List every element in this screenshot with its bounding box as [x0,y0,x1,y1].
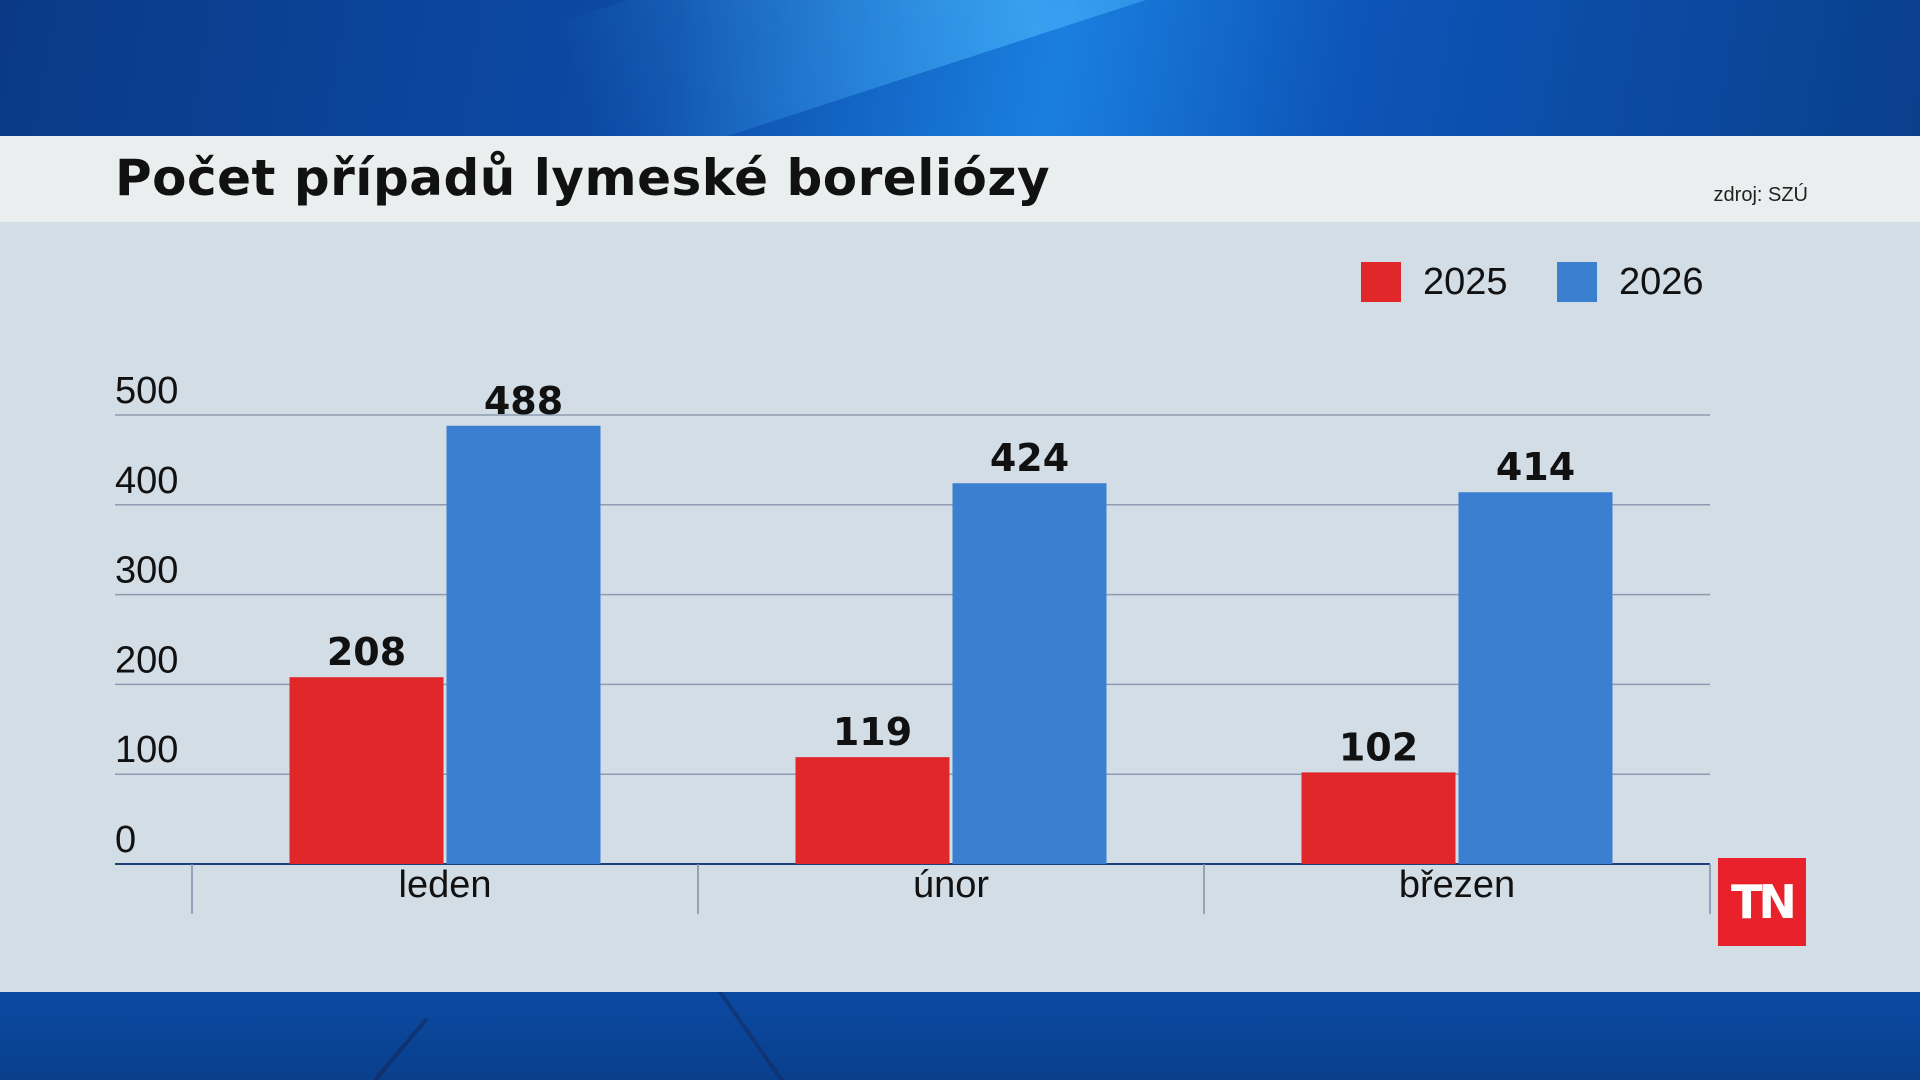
y-tick-label: 400 [115,460,178,502]
legend-label-2025: 2025 [1423,260,1508,303]
y-tick-label: 200 [115,639,178,681]
legend-item-2025: 2025 [1361,260,1508,303]
title-bar [0,136,1920,222]
category-label: březen [1399,864,1515,906]
legend-swatch-2026 [1557,262,1597,302]
y-tick-label: 100 [115,729,178,771]
bar-2025-březen [1301,772,1456,864]
legend-label-2026: 2026 [1619,260,1704,303]
source-label: zdroj: SZÚ [1713,184,1808,206]
bar-2026-leden [446,425,601,864]
y-tick-label: 300 [115,550,178,592]
legend-swatch-2025 [1361,262,1401,302]
bar-2026-březen [1458,492,1613,864]
legend-item-2026: 2026 [1557,260,1704,303]
bar-2026-únor [952,483,1107,864]
data-label: 414 [1496,445,1575,489]
background-top [0,0,1920,136]
data-label: 119 [833,710,912,754]
y-tick-label: 0 [115,819,136,861]
data-label: 424 [990,436,1069,480]
chart-title: Počet případů lymeské boreliózy [115,149,1051,207]
background-bottom [0,992,1920,1080]
bar-2025-leden [289,677,444,864]
category-label: únor [913,864,989,906]
data-label: 102 [1339,725,1418,769]
data-label: 208 [327,630,406,674]
data-label: 488 [484,379,563,423]
category-label: leden [399,864,492,906]
tn-logo: TN [1718,858,1806,946]
y-tick-label: 500 [115,370,178,412]
bar-2025-únor [795,757,950,864]
